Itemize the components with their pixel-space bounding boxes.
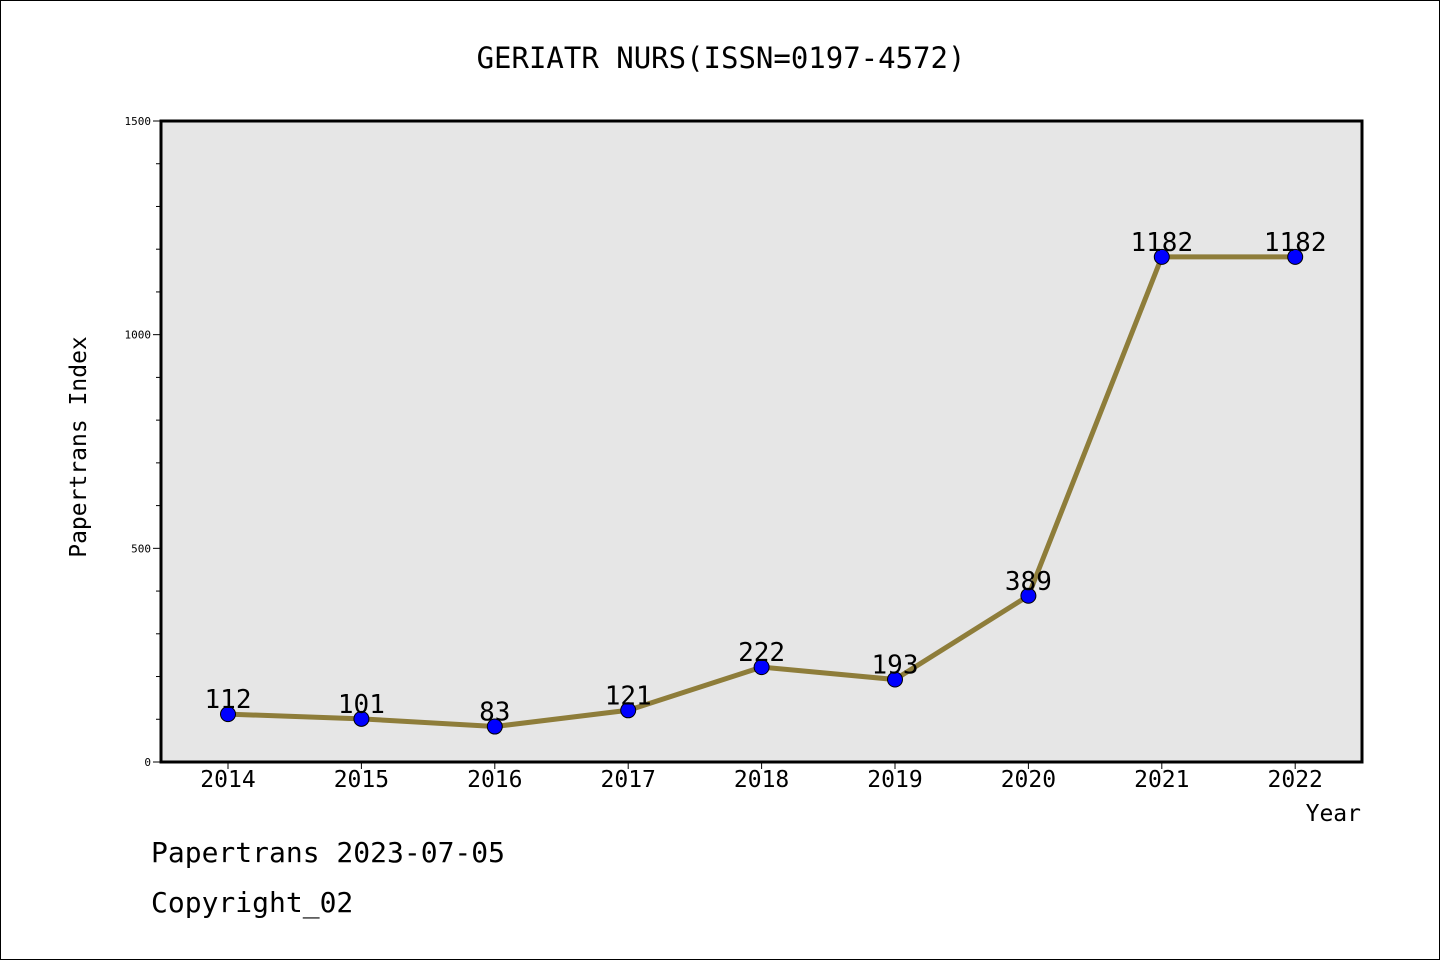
data-label: 101 [338,690,385,720]
data-label: 1182 [1264,228,1327,258]
copyright-label: Copyright_02 [151,886,354,919]
chart-title: GERIATR NURS(ISSN=0197-4572) [477,41,966,75]
data-point [353,710,370,727]
data-label: 1182 [1130,228,1193,258]
data-label: 121 [605,681,652,711]
x-axis-title: Year [1306,801,1361,827]
data-point [1153,248,1170,265]
x-tick-label: 2016 [467,767,522,793]
y-tick-label: 1000 [125,329,152,342]
source-date-label: Papertrans 2023-07-05 [151,836,506,869]
data-label: 389 [1005,567,1052,597]
x-tick-label: 2018 [734,767,789,793]
data-label: 193 [872,651,919,681]
data-point [887,671,903,688]
y-tick-label: 1500 [125,115,152,128]
x-tick-label: 2017 [601,767,656,793]
x-tick-label: 2022 [1268,767,1323,793]
y-axis-title: Papertrans Index [66,336,92,558]
plot-border [159,119,1364,764]
x-tick-label: 2020 [1001,767,1056,793]
data-label: 112 [205,685,252,715]
data-point [486,718,503,735]
x-tick-label: 2021 [1134,767,1189,793]
data-point [1287,248,1304,265]
data-point [753,659,770,676]
x-tick-label: 2015 [334,767,389,793]
x-tick-label: 2014 [200,767,255,793]
data-label: 83 [479,698,510,728]
x-tick-label: 2019 [867,767,922,793]
y-tick-label: 0 [144,756,151,769]
data-point [220,706,236,723]
data-label: 222 [738,638,785,668]
data-point [1020,587,1037,604]
plot-area [161,121,1362,762]
y-tick-label: 500 [131,542,151,555]
data-point [620,702,637,719]
